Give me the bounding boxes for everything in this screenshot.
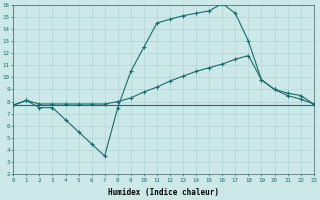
- X-axis label: Humidex (Indice chaleur): Humidex (Indice chaleur): [108, 188, 219, 197]
